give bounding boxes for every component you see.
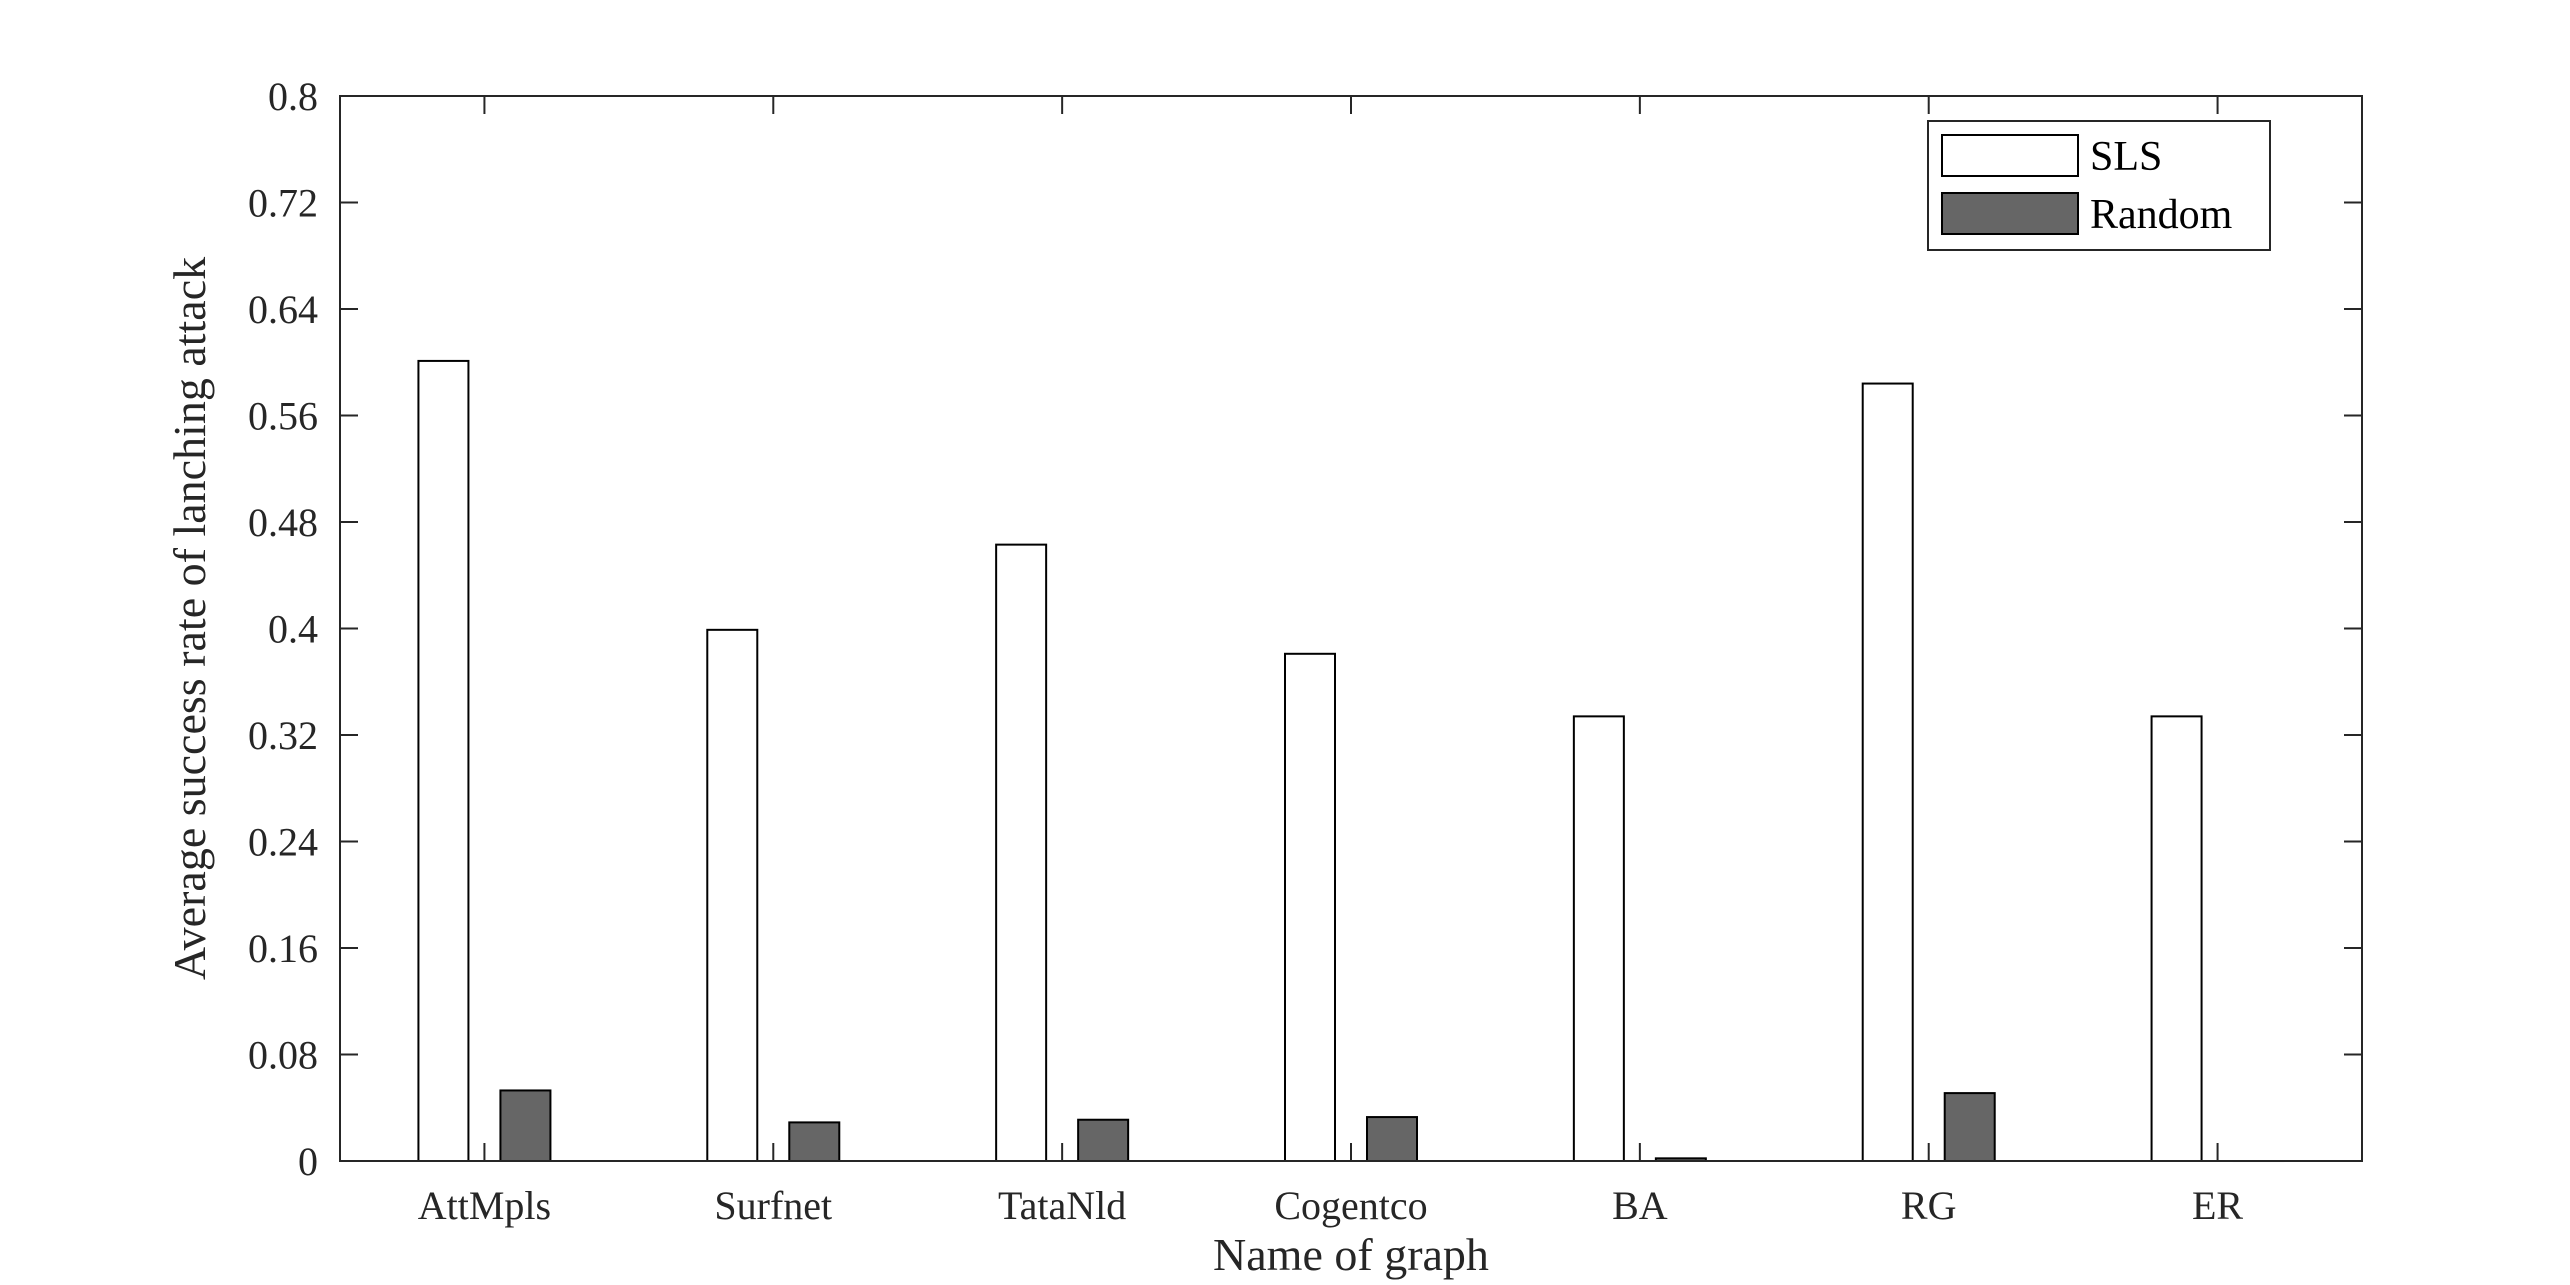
bar-sls-cogentco (1284, 652, 1336, 1162)
y-tick-label: 0.32 (248, 713, 318, 758)
y-tick-label: 0.08 (248, 1033, 318, 1078)
bar-sls-attmpls (417, 359, 470, 1162)
x-tick-label: Surfnet (714, 1183, 832, 1228)
legend-label-random: Random (2090, 192, 2233, 238)
y-tick-label: 0.56 (248, 394, 318, 439)
y-tick-label: 0.16 (248, 926, 318, 971)
bar-random-rg (1943, 1092, 1996, 1162)
legend-swatch-random (1941, 192, 2079, 235)
plot-frame (339, 95, 2363, 1162)
x-tick-label: BA (1612, 1183, 1668, 1228)
y-tick-label: 0.24 (248, 820, 318, 865)
x-axis-title: Name of graph (1213, 1229, 1489, 1280)
bar-sls-rg (1861, 382, 1914, 1162)
bar-random-cogentco (1366, 1116, 1418, 1162)
legend-label-sls: SLS (2090, 134, 2162, 180)
legend-swatch-sls (1941, 134, 2079, 177)
x-tick-label: RG (1901, 1183, 1957, 1228)
y-tick-labels: 0 0.08 0.16 0.24 0.32 0.4 0.48 0.56 0.64 0.72 0.8 (248, 74, 318, 1184)
y-tick-label: 0.64 (248, 287, 318, 332)
bars-layer (417, 359, 2285, 1163)
y-tick-label: 0 (298, 1139, 318, 1184)
x-tick-label: AttMpls (418, 1183, 551, 1228)
y-tick-label: 0.4 (268, 607, 318, 652)
bar-random-surfnet (788, 1121, 841, 1163)
x-tick-label: ER (2192, 1183, 2243, 1228)
ticks-layer (340, 95, 2362, 1162)
bar-random-tatanld (1077, 1118, 1130, 1162)
y-axis-title: Average success rate of lanching attack (164, 257, 215, 980)
y-tick-label: 0.48 (248, 500, 318, 545)
legend: SLS Random (1927, 120, 2271, 251)
x-tick-labels: AttMpls Surfnet TataNld Cogentco BA RG ER (418, 1183, 2244, 1228)
bar-sls-ba (1572, 715, 1625, 1162)
y-tick-label: 0.8 (268, 74, 318, 119)
x-tick-label: Cogentco (1274, 1183, 1427, 1228)
bar-random-attmpls (499, 1089, 552, 1162)
bar-sls-surfnet (706, 628, 759, 1162)
x-tick-label: TataNld (998, 1183, 1126, 1228)
y-tick-label: 0.72 (248, 181, 318, 226)
bar-sls-er (2150, 715, 2203, 1162)
bar-sls-tatanld (995, 543, 1048, 1162)
